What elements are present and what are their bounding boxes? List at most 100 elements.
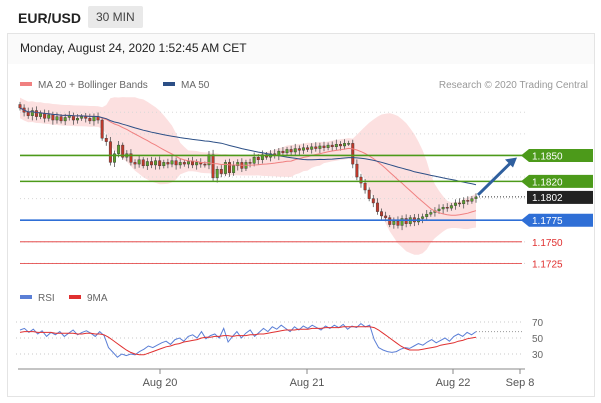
candle-body [322,145,326,148]
candle-body [203,163,207,166]
legend-ma20: MA 20 + Bollinger Bands [20,80,148,91]
candle [466,196,470,205]
candle-body [26,112,30,116]
candle-body [355,163,359,178]
candle-body [170,160,174,165]
candle-body [318,145,322,149]
candle-body [129,153,133,163]
candle-body [145,161,149,167]
candle [228,158,231,177]
candle [178,158,182,169]
last-price-tag [527,190,593,204]
candle-body [445,207,449,209]
candle-body [178,162,182,166]
candle [117,140,121,158]
candle-body [297,148,301,151]
level-label: 1.1750 [532,238,563,249]
candle-body [347,143,351,145]
candle-body [425,213,429,217]
credit-text: Research © 2020 Trading Central [438,80,588,91]
candle-body [380,211,383,217]
candle [462,197,466,209]
candle [338,141,342,151]
candle [47,110,51,122]
candle [318,142,322,154]
candle [80,114,84,121]
candle-body [462,200,466,205]
candle-body [330,144,334,148]
candle-body [400,218,404,226]
timeframe-badge[interactable]: 30 MIN [88,6,143,28]
candle-body [195,162,199,166]
candle-body [260,154,264,160]
candle [470,196,474,204]
candle [314,142,318,152]
candle [133,159,137,169]
candle [449,202,453,211]
candle [453,199,457,210]
candle-body [219,169,223,174]
candle [30,107,34,121]
candle [380,208,383,221]
ma50-swatch [163,82,175,87]
candle-body [334,144,338,148]
candle [104,134,108,146]
candle-body [67,115,71,118]
forecast-arrow-head [505,157,517,168]
candle-body [458,202,462,205]
ma20-swatch [20,82,32,87]
candle [186,157,190,169]
candle-body [47,114,51,119]
candle-body [256,156,260,160]
candle [34,106,38,121]
candle [351,139,355,169]
candle-body [293,148,297,153]
candle-body [117,144,121,154]
candle-body [281,150,285,154]
candle [211,149,215,182]
candle [219,165,223,178]
candle [343,139,347,150]
date-bar [8,34,594,64]
candle-body [351,143,355,165]
candle-body [441,207,445,210]
candle-body [449,205,453,209]
candle-body [191,161,195,166]
candle [310,143,314,154]
candle-body [207,154,211,166]
candle-body [100,119,104,139]
candle-body [223,162,227,174]
candle [113,150,116,168]
candle [108,136,112,166]
candle-body [92,116,96,122]
candle-body [453,202,457,206]
pair-title: EUR/USD [18,10,82,26]
candle [162,159,166,169]
candle-body [338,144,342,147]
candle-body [121,144,125,158]
candle [170,155,174,168]
candle-body [388,217,392,225]
candle [137,155,141,168]
rsi-tick-label: 30 [532,350,544,361]
level-label: 1.1850 [532,151,563,162]
candle-body [108,141,112,163]
candle-body [314,146,318,149]
candle-body [211,154,215,179]
level-label: 1.1802 [532,193,563,204]
candle [429,209,433,217]
candle-body [84,116,88,119]
candle-body [375,202,379,212]
candle [425,210,429,221]
candle-body [71,115,75,121]
candle [248,158,252,168]
candle-body [367,189,371,199]
ma50-line [19,107,477,186]
candle-body [363,182,367,191]
rsi-tick-label: 50 [532,334,544,345]
legend-ma50: MA 50 [163,80,209,91]
candle [88,113,92,125]
candle-body [63,117,67,122]
timestamp: Monday, August 24, 2020 1:52:45 AM CET [20,41,247,55]
